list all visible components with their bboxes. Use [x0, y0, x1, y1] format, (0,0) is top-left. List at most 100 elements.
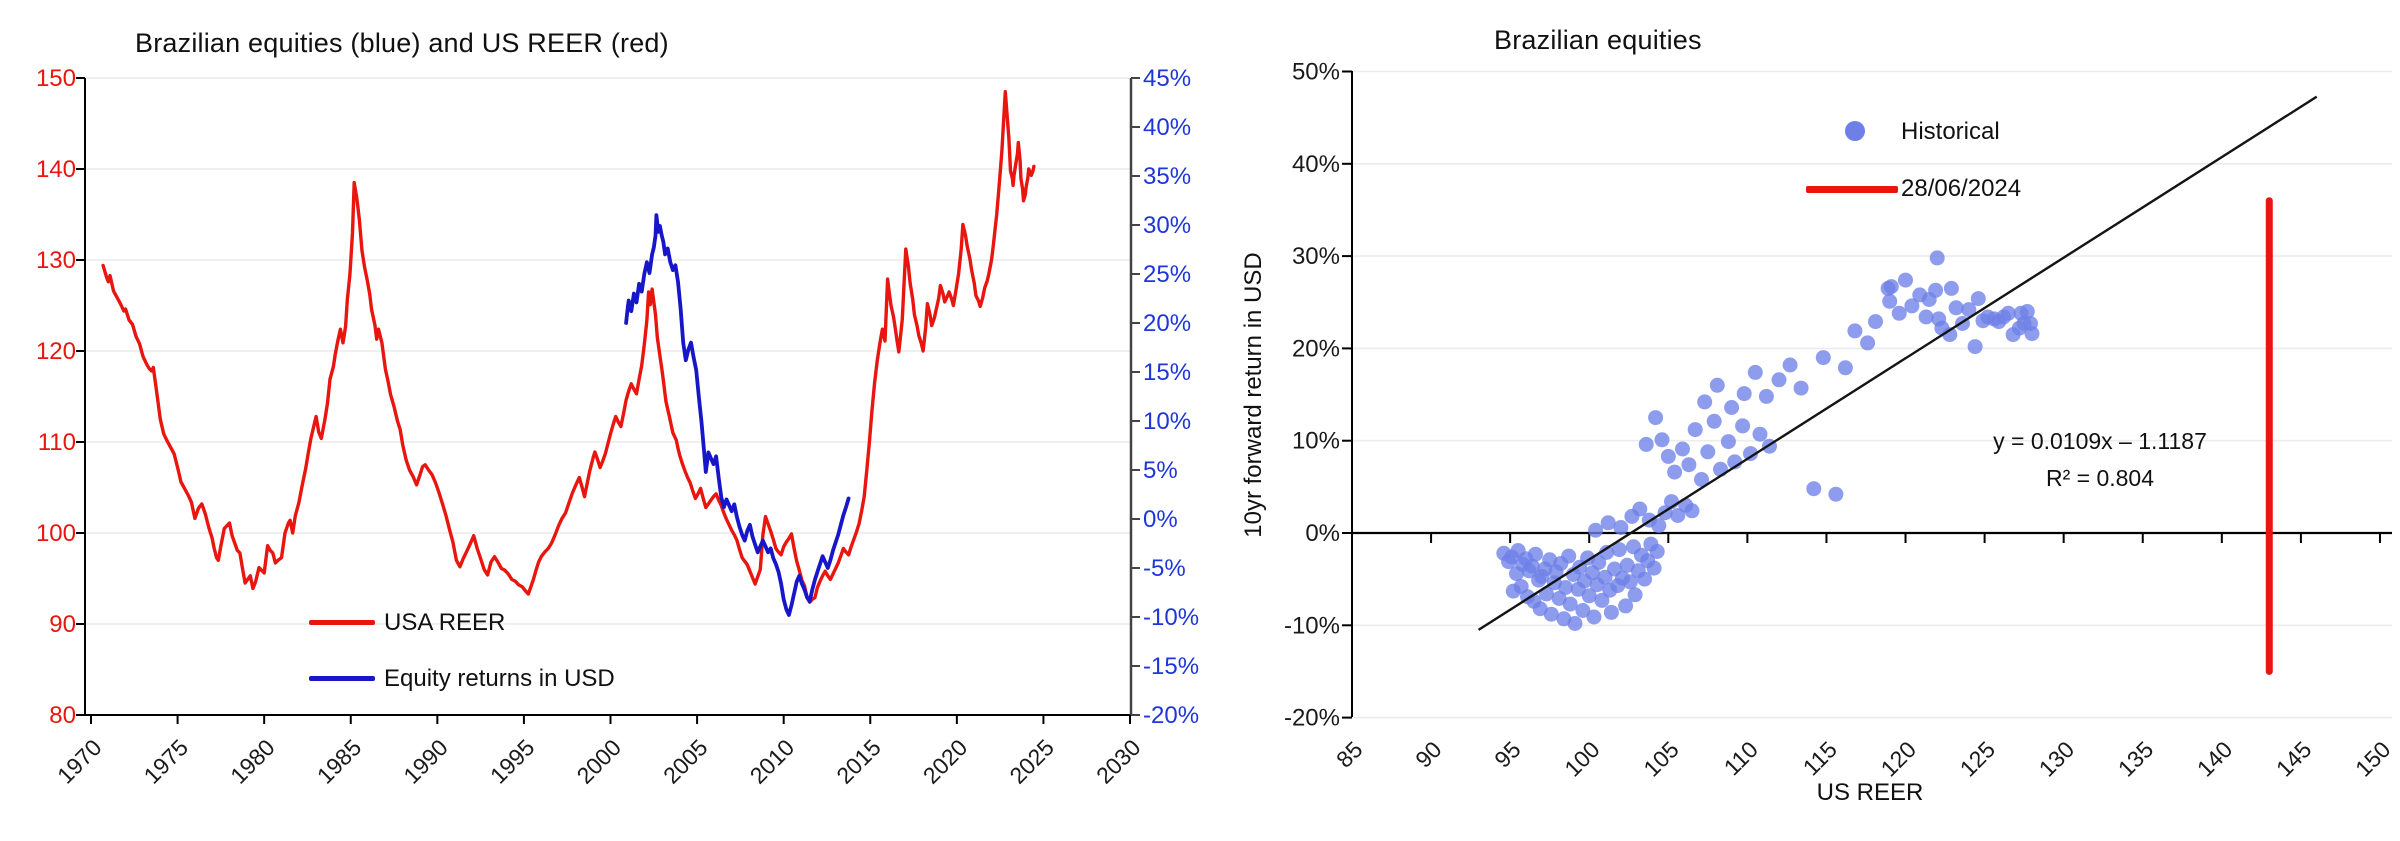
historical-scatter-point: [1967, 339, 1983, 355]
historical-scatter-point: [1694, 472, 1709, 487]
current-date-legend-label: 28/06/2024: [1901, 175, 2022, 202]
historical-scatter-point: [1961, 302, 1977, 318]
right-chart-x-tick-label: 130: [2034, 736, 2080, 782]
historical-scatter-point: [1670, 508, 1686, 523]
current-date-legend-line: [1806, 186, 1898, 193]
historical-scatter-point: [1632, 501, 1648, 517]
equity-returns-legend-label: Equity returns in USD: [384, 665, 615, 692]
historical-scatter-point: [1747, 364, 1763, 380]
historical-scatter-point: [1700, 444, 1716, 460]
historical-scatter-point: [1611, 542, 1627, 558]
historical-scatter-point: [2000, 305, 2016, 321]
right-chart-x-tick-label: 105: [1638, 736, 1684, 782]
historical-scatter-point: [1883, 279, 1899, 295]
right-axis-tick-label: 25%: [1143, 261, 1191, 288]
historical-scatter-point: [1532, 601, 1548, 617]
right-chart-x-tick-label: 135: [2113, 736, 2159, 782]
historical-scatter-point: [1558, 580, 1573, 595]
right-axis-tick-label: 30%: [1143, 212, 1191, 239]
right-axis-tick-label: -20%: [1143, 702, 1199, 729]
x-axis-tick-label: 1975: [139, 734, 194, 789]
right-chart-y-tick-label: -10%: [1284, 612, 1340, 639]
historical-scatter-point: [1681, 457, 1697, 473]
historical-scatter-point: [1603, 604, 1619, 620]
historical-scatter-point: [1743, 446, 1758, 462]
x-axis-tick-label: 2030: [1091, 734, 1146, 789]
right-chart-x-tick-label: 145: [2271, 736, 2317, 782]
right-axis-tick-label: 45%: [1143, 65, 1191, 92]
right-chart-x-tick-label: 140: [2192, 736, 2238, 782]
x-axis-tick-label: 1980: [225, 734, 280, 789]
historical-scatter-point: [1600, 515, 1616, 531]
right-chart-y-tick-label: 20%: [1292, 335, 1340, 362]
historical-scatter-point: [1904, 298, 1920, 314]
right-chart-y-tick-label: 50%: [1292, 59, 1340, 86]
left-axis-tick-label: 150: [36, 65, 76, 92]
right-chart-x-tick-label: 85: [1331, 736, 1367, 772]
right-chart-y-tick-label: 0%: [1305, 520, 1340, 547]
right-chart-x-tick-label: 125: [1955, 736, 2001, 782]
right-axis-tick-label: 5%: [1143, 457, 1178, 484]
historical-scatter-point: [1667, 464, 1683, 480]
historical-scatter-point: [1575, 603, 1591, 618]
historical-scatter-point: [1619, 557, 1635, 573]
equity-returns-line: [624, 213, 851, 617]
historical-scatter-point: [1561, 548, 1577, 564]
historical-scatter-point: [1684, 503, 1700, 519]
right-axis-tick-label: -10%: [1143, 604, 1199, 631]
historical-scatter-point: [1793, 380, 1809, 396]
historical-scatter-point: [1567, 616, 1583, 631]
historical-scatter-point: [1868, 314, 1883, 330]
historical-scatter-point: [1918, 309, 1934, 325]
historical-scatter-point: [1736, 386, 1752, 402]
right-axis-tick-label: -5%: [1143, 555, 1186, 582]
right-chart-x-tick-label: 100: [1559, 736, 1605, 782]
right-chart-x-tick-label: 150: [2350, 736, 2396, 782]
x-axis-tick-label: 2005: [658, 734, 713, 789]
regression-equation-line2: R² = 0.804: [2045, 465, 2155, 491]
historical-scatter-point: [1654, 432, 1670, 448]
historical-scatter-point: [1591, 555, 1607, 570]
historical-scatter-point: [1581, 588, 1597, 604]
historical-scatter-point: [1638, 436, 1654, 452]
right-chart-x-tick-label: 115: [1798, 736, 1842, 780]
x-axis-tick-label: 1990: [398, 734, 453, 789]
historical-scatter-point: [1828, 486, 1844, 502]
historical-scatter-point: [1594, 592, 1610, 608]
historical-scatter-point: [1898, 272, 1913, 288]
historical-scatter-point: [1599, 544, 1615, 560]
historical-scatter-point: [1752, 426, 1768, 442]
right-axis-tick-label: 10%: [1143, 408, 1191, 435]
historical-scatter-point: [1860, 335, 1876, 351]
historical-scatter-point: [1806, 481, 1822, 497]
historical-scatter-point: [1713, 461, 1728, 477]
historical-scatter-point: [1648, 410, 1664, 426]
historical-scatter-point: [1709, 377, 1725, 393]
right-axis-tick-label: 20%: [1143, 310, 1191, 337]
left-axis-tick-label: 140: [36, 156, 76, 183]
right-chart-y-tick-label: -20%: [1284, 705, 1340, 732]
equity-returns-legend-line: [309, 676, 375, 681]
right-chart-x-tick-label: 90: [1410, 736, 1446, 772]
historical-scatter-point: [1528, 546, 1543, 562]
historical-scatter-point: [1771, 372, 1787, 388]
historical-scatter-point: [1724, 400, 1740, 415]
historical-scatter-point: [2024, 326, 2040, 342]
x-axis-tick-label: 2015: [831, 734, 886, 789]
historical-scatter-point: [1562, 596, 1578, 612]
right-axis-tick-label: 15%: [1143, 359, 1191, 386]
historical-scatter-point: [1651, 518, 1667, 534]
historical-scatter-point: [1675, 441, 1690, 457]
usa-reer-legend-label: USA REER: [384, 609, 506, 636]
historical-scatter-point: [1970, 291, 1986, 307]
left-axis-tick-label: 100: [36, 520, 76, 547]
x-axis-tick-label: 1970: [52, 734, 107, 789]
right-chart-x-tick-label: 120: [1876, 736, 1922, 782]
historical-scatter-point: [1720, 434, 1736, 450]
right-chart-x-axis-title: US REER: [1816, 779, 1924, 806]
historical-scatter-point: [1687, 422, 1703, 438]
historical-scatter-point: [1948, 300, 1964, 316]
historical-scatter-point: [1815, 350, 1831, 366]
right-chart-y-tick-label: 40%: [1292, 151, 1340, 178]
x-axis-tick-label: 2025: [1004, 734, 1059, 789]
